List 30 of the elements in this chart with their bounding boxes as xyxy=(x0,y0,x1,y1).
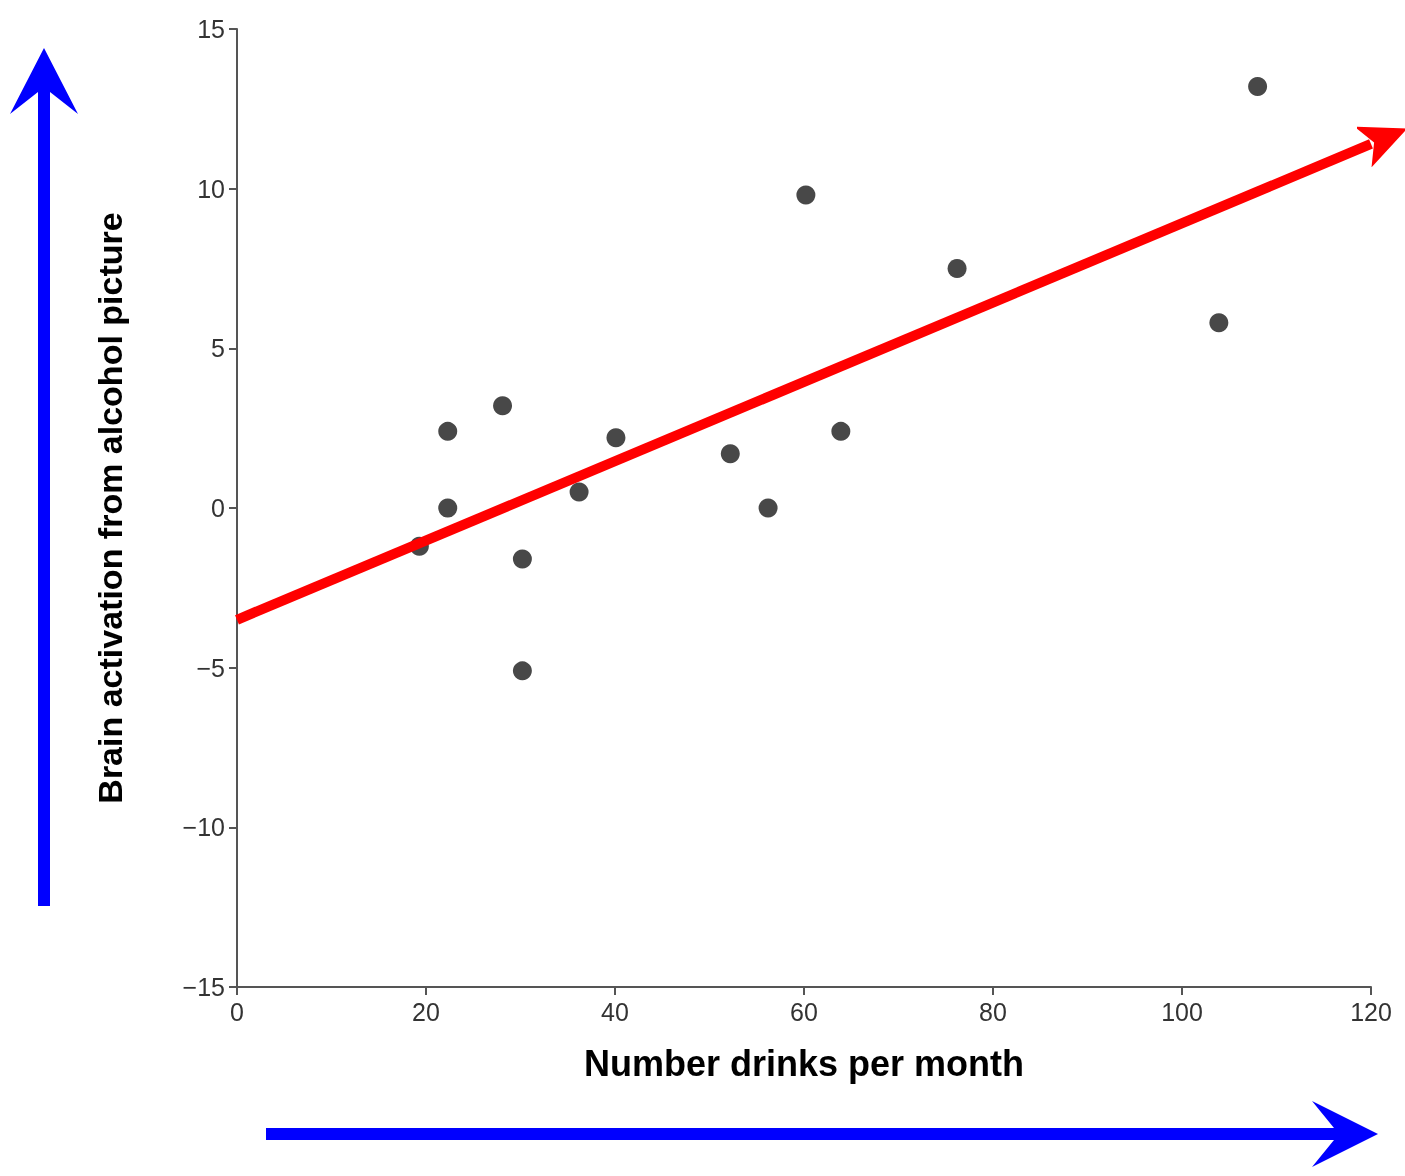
point xyxy=(606,428,626,448)
point xyxy=(1248,76,1268,96)
x-tick-label: 100 xyxy=(1161,997,1203,1026)
point xyxy=(493,396,513,416)
y-tick-label: 0 xyxy=(211,494,225,522)
point xyxy=(947,259,967,278)
y-tick-label: 5 xyxy=(211,334,225,363)
y-tick-label: −10 xyxy=(182,813,225,842)
point xyxy=(438,498,458,518)
point xyxy=(796,185,816,205)
x-tick-label: 120 xyxy=(1350,997,1392,1026)
y-tick-label: 15 xyxy=(197,15,225,43)
point xyxy=(512,661,532,681)
y-axis-title: Brain activation from alcohol picture xyxy=(91,212,129,804)
x-tick-label: 80 xyxy=(979,997,1007,1026)
x-axis-title: Number drinks per month xyxy=(583,1042,1025,1084)
x-tick-label: 20 xyxy=(412,997,440,1026)
y-tick-label: −5 xyxy=(196,653,225,682)
point xyxy=(438,421,458,441)
point xyxy=(1209,313,1229,333)
x-tick-label: 40 xyxy=(601,997,629,1026)
point xyxy=(720,444,740,464)
x-tick-label: 0 xyxy=(230,997,244,1026)
y-tick-label: 10 xyxy=(197,174,225,203)
point xyxy=(512,549,532,569)
x-tick-label: 60 xyxy=(790,997,818,1026)
y-tick-label: −15 xyxy=(182,973,225,1001)
point xyxy=(569,482,589,502)
point xyxy=(831,421,851,441)
point xyxy=(758,498,778,518)
